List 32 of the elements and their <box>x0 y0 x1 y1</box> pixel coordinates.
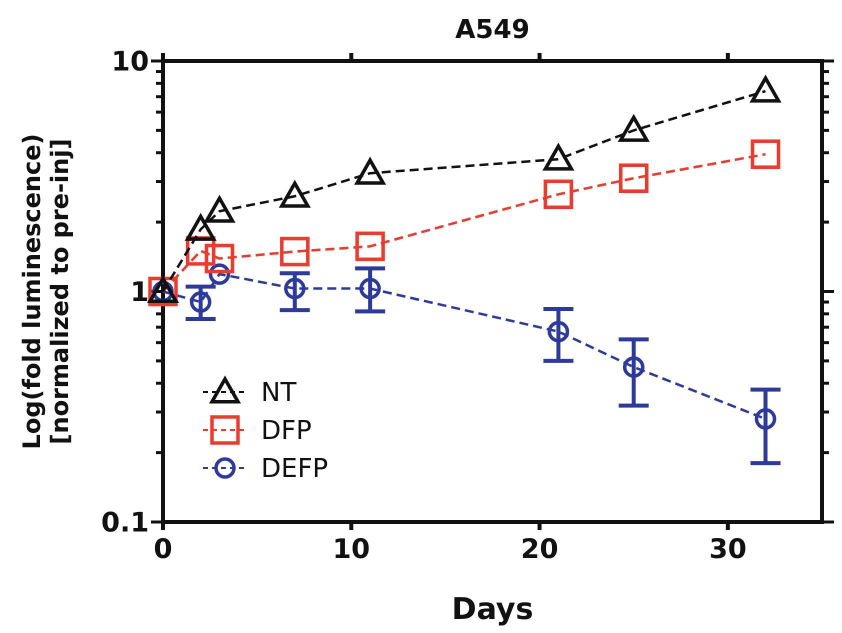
y-tick-label: 0.1 <box>101 507 149 538</box>
point <box>284 278 306 300</box>
point <box>359 278 381 300</box>
point <box>750 76 780 103</box>
point <box>618 163 648 193</box>
point <box>622 356 644 378</box>
legend-label: DFP <box>261 416 312 446</box>
legend-label: DEFP <box>261 454 328 484</box>
point <box>186 214 216 241</box>
legend-label: NT <box>261 378 296 408</box>
x-tick-label: 0 <box>154 534 172 565</box>
point <box>355 232 385 262</box>
x-tick-label: 10 <box>332 534 370 565</box>
x-tick-label: 20 <box>520 534 558 565</box>
point <box>754 408 776 430</box>
point <box>204 196 234 223</box>
point <box>190 291 212 313</box>
point <box>355 158 385 185</box>
point <box>204 244 234 274</box>
point <box>280 181 310 208</box>
y-tick-label: 1 <box>130 276 149 308</box>
point <box>548 320 570 342</box>
chart-title: A549 <box>455 15 530 45</box>
x-axis-title: Days <box>452 592 534 627</box>
y-axis-title: Log(fold luminescence) [normalized to pre-inj] <box>18 134 74 450</box>
y-tick-label: 10 <box>111 46 149 78</box>
point <box>544 180 574 210</box>
point <box>280 236 310 266</box>
x-tick-label: 30 <box>709 534 747 565</box>
point <box>750 139 780 169</box>
point <box>544 144 574 171</box>
point <box>618 116 648 142</box>
